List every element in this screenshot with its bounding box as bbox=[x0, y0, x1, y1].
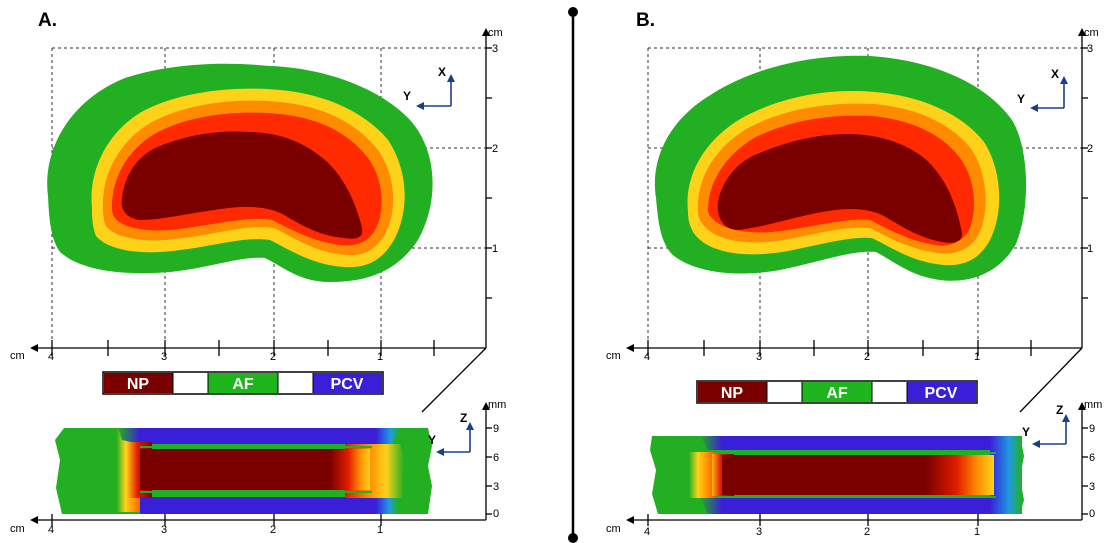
legend-label-np: NP bbox=[721, 385, 744, 402]
axis-y-label: Y bbox=[428, 433, 436, 447]
panel-a: A. bbox=[10, 10, 506, 536]
tick-z-3: 3 bbox=[493, 481, 499, 493]
legend-swatch-pcv bbox=[313, 373, 382, 393]
side-horizontal-unit: cm bbox=[10, 523, 25, 535]
side-tick-x-2: 2 bbox=[864, 526, 870, 538]
disc-side-view bbox=[55, 428, 432, 514]
top-vertical-unit: cm bbox=[1084, 27, 1099, 39]
top-vertical-unit: cm bbox=[488, 27, 503, 39]
axis-x-label: X bbox=[1051, 67, 1059, 81]
legend-label-np: NP bbox=[127, 376, 150, 393]
side-tick-x-1: 1 bbox=[974, 526, 980, 538]
tick-y-3: 3 bbox=[1087, 43, 1093, 55]
side-tick-x-1: 1 bbox=[377, 524, 383, 536]
tick-z-9: 9 bbox=[1089, 423, 1095, 435]
side-tick-x-4: 4 bbox=[48, 524, 54, 536]
top-horizontal-unit: cm bbox=[606, 350, 621, 362]
tick-z-0: 0 bbox=[493, 508, 499, 520]
axis-z-label: Z bbox=[1056, 403, 1063, 417]
tick-x-3: 3 bbox=[756, 351, 762, 363]
tick-x-4: 4 bbox=[48, 351, 54, 363]
disc-top-view bbox=[47, 63, 433, 283]
side-axes bbox=[626, 402, 1088, 526]
side-axes bbox=[30, 402, 492, 526]
panel-letter: A. bbox=[38, 10, 57, 31]
axis-z-label: Z bbox=[460, 411, 467, 425]
side-horizontal-unit: cm bbox=[606, 523, 621, 535]
yz-orientation: Z Y bbox=[1022, 403, 1070, 448]
legend-swatch-pcv bbox=[907, 382, 976, 402]
tick-z-6: 6 bbox=[1089, 452, 1095, 464]
panel-letter: B. bbox=[636, 10, 655, 31]
tick-x-4: 4 bbox=[644, 351, 650, 363]
legend-swatch-gap bbox=[872, 382, 907, 402]
top-axes bbox=[30, 28, 492, 413]
side-vertical-unit: mm bbox=[488, 399, 506, 411]
legend-swatch-np bbox=[698, 382, 767, 402]
legend: NP AF PCV bbox=[102, 371, 384, 395]
tick-x-2: 2 bbox=[864, 351, 870, 363]
tick-y-3: 3 bbox=[492, 43, 498, 55]
tick-y-1: 1 bbox=[492, 243, 498, 255]
tick-z-9: 9 bbox=[493, 423, 499, 435]
legend-label-pcv: PCV bbox=[331, 376, 364, 393]
tick-x-1: 1 bbox=[974, 351, 980, 363]
disc-side-view bbox=[650, 436, 1024, 514]
tick-z-6: 6 bbox=[493, 452, 499, 464]
axis-y-label: Y bbox=[1017, 92, 1025, 106]
legend-label-af: AF bbox=[232, 376, 254, 393]
legend-swatch-gap bbox=[173, 373, 208, 393]
tick-y-2: 2 bbox=[492, 143, 498, 155]
yz-orientation: Z Y bbox=[428, 411, 474, 456]
legend-label-pcv: PCV bbox=[925, 385, 958, 402]
xy-orientation: X Y bbox=[403, 65, 455, 110]
tick-y-1: 1 bbox=[1087, 243, 1093, 255]
legend-swatch-af bbox=[802, 382, 872, 402]
axis-x-label: X bbox=[438, 65, 446, 79]
axis-y-label: Y bbox=[1022, 425, 1030, 439]
legend-label-af: AF bbox=[826, 385, 848, 402]
panel-b: B. cm bbox=[606, 10, 1102, 538]
legend: NP AF PCV bbox=[696, 380, 978, 404]
tick-z-3: 3 bbox=[1089, 481, 1095, 493]
legend-swatch-gap bbox=[278, 373, 313, 393]
tick-x-2: 2 bbox=[270, 351, 276, 363]
legend-swatch-af bbox=[208, 373, 278, 393]
tick-y-2: 2 bbox=[1087, 143, 1093, 155]
side-tick-x-2: 2 bbox=[270, 524, 276, 536]
side-tick-x-3: 3 bbox=[161, 524, 167, 536]
top-axes bbox=[626, 28, 1088, 413]
side-vertical-unit: mm bbox=[1084, 399, 1102, 411]
tick-x-1: 1 bbox=[377, 351, 383, 363]
side-tick-x-3: 3 bbox=[756, 526, 762, 538]
side-tick-x-4: 4 bbox=[644, 526, 650, 538]
tick-x-3: 3 bbox=[161, 351, 167, 363]
legend-swatch-np bbox=[104, 373, 173, 393]
disc-top-view bbox=[654, 55, 1027, 281]
legend-swatch-gap bbox=[767, 382, 802, 402]
panel-divider bbox=[568, 7, 578, 543]
tick-z-0: 0 bbox=[1089, 508, 1095, 520]
axis-y-label: Y bbox=[403, 89, 411, 103]
top-horizontal-unit: cm bbox=[10, 350, 25, 362]
xy-orientation: X Y bbox=[1017, 67, 1068, 112]
